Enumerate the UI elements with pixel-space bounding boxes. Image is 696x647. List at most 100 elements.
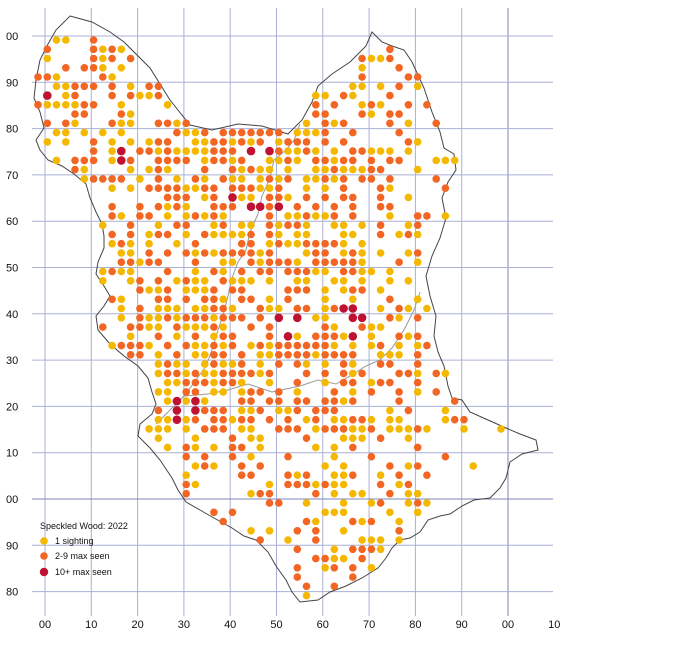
record-dot [200,378,209,387]
record-dot [413,165,422,174]
record-dot [237,184,246,192]
record-dot [302,277,311,285]
record-dot [367,165,376,174]
record-dot [302,119,311,128]
record-dot [376,499,385,507]
record-dot [173,323,181,331]
record-dot [284,165,292,174]
record-dot [321,128,329,137]
record-dot [395,517,403,526]
record-dot [302,369,311,378]
record-dot [182,323,190,331]
record-dot [237,128,246,137]
record-dot [210,286,218,294]
record-dot [312,212,320,220]
record-dot [154,82,163,91]
record-dot [173,221,181,229]
record-dot [321,323,329,331]
record-dot [330,212,339,220]
map-grid [32,8,553,616]
x-tick-label: 40 [224,619,236,631]
record-dot [80,165,89,174]
record-dot [210,360,218,368]
y-tick-label: 90 [6,540,18,552]
legend-swatch-mid [40,552,48,560]
record-dot [275,360,283,368]
record-dot [358,82,366,91]
record-dot [255,202,265,211]
record-dot [349,397,357,405]
record-dot [441,452,450,461]
record-dot [173,332,181,341]
record-dot [386,406,394,415]
record-dot [349,573,357,581]
record-dot [376,304,385,313]
record-dot [413,462,422,470]
record-dot [386,295,394,304]
legend: Speckled Wood: 2022 1 sighting 2-9 max s… [39,521,128,577]
record-dot [386,54,394,63]
record-dot [210,415,218,424]
record-dot [219,323,227,331]
record-dot [284,138,292,146]
record-dot [71,110,79,118]
x-tick-label: 10 [85,619,97,631]
record-dot [126,249,135,257]
record-dot [330,221,339,229]
record-dot [247,165,255,174]
record-dot [330,480,339,489]
record-dot [163,202,172,211]
record-dot [283,332,293,341]
record-dot [163,295,172,304]
record-dot [154,175,163,183]
record-dot [62,91,70,100]
record-dot [367,156,376,165]
record-dot [117,212,126,220]
record-dot [395,425,403,433]
record-dot [126,119,135,128]
record-dot [126,221,135,229]
record-dot [284,536,292,544]
record-dot [339,119,348,128]
record-dot [256,406,265,415]
record-dot [413,295,422,304]
record-dot [460,415,468,424]
record-dot [349,415,357,424]
record-dot [108,230,116,239]
record-dot [200,138,209,146]
record-dot [154,369,163,378]
record-dot [191,406,200,415]
x-tick-label: 90 [456,619,468,631]
record-dot [302,397,311,405]
record-dot [247,388,255,396]
record-dot [126,110,135,118]
record-dot [312,517,320,526]
record-dot [386,119,394,128]
record-dot [330,582,339,591]
record-dot [182,378,190,387]
record-dot [265,527,274,535]
record-dot [321,165,329,174]
record-dot [228,156,237,165]
record-dot [339,138,348,146]
record-dot [210,351,218,359]
district-boundary [155,123,301,425]
record-dot [154,286,163,294]
record-dot [237,286,246,294]
record-dot [265,351,274,359]
record-dot [71,165,79,174]
record-dot [275,184,283,192]
record-dot [293,527,302,535]
record-dot [99,45,107,54]
record-dot [376,536,385,544]
record-dot [386,212,394,220]
axis-labels: 00 90 80 70 60 50 40 30 20 10 00 90 80 00 10 20 30 40 50 60… [6,31,560,631]
record-dot [191,378,200,387]
record-dot [330,239,339,248]
record-dot [339,425,348,433]
x-tick-label: 80 [409,619,421,631]
record-dot [163,193,172,202]
record-dot [219,128,227,137]
record-dot [312,202,320,211]
record-dot [413,443,422,452]
